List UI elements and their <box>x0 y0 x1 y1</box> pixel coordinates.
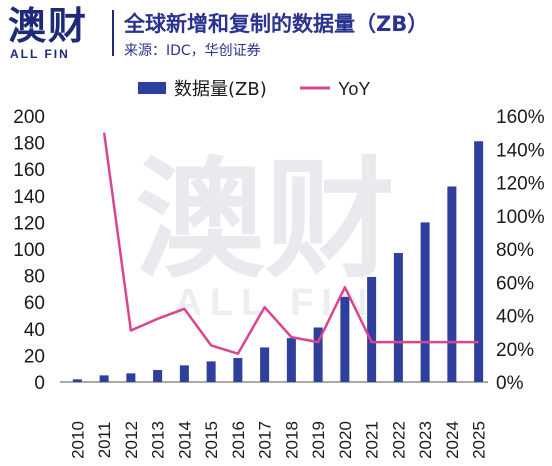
x-tick-label: 2020 <box>336 421 355 459</box>
x-tick-label: 2021 <box>363 421 382 459</box>
y-right-tick-label: 80% <box>496 240 534 261</box>
x-tick-label: 2025 <box>470 421 489 459</box>
bar <box>260 347 270 382</box>
x-tick-label: 2022 <box>389 421 408 459</box>
chart-title: 全球新增和复制的数据量（ZB） <box>124 12 429 36</box>
y-left-tick-label: 0 <box>34 373 45 394</box>
bar <box>233 358 243 382</box>
bar <box>286 338 296 382</box>
watermark-sub: ALL FIN <box>175 282 376 324</box>
y-left-tick-label: 80 <box>24 267 45 288</box>
y-left-tick-label: 100 <box>13 240 45 261</box>
y-left-tick-label: 140 <box>13 187 45 208</box>
bar <box>153 370 163 382</box>
x-tick-label: 2010 <box>68 421 87 459</box>
legend: 数据量(ZB) YoY <box>138 79 370 100</box>
bar <box>313 327 323 382</box>
line-series <box>102 132 479 355</box>
watermark: 澳财 ALL FIN <box>135 144 395 324</box>
bar <box>206 361 216 382</box>
watermark-main: 澳财 <box>135 144 395 296</box>
x-tick-label: 2018 <box>282 421 301 459</box>
bar <box>179 365 189 382</box>
x-axis-labels: 2010 2011 2012 2013 2014 2015 2016 2017 2018 2019… <box>68 421 488 459</box>
bar-series <box>72 141 484 382</box>
x-tick-label: 2013 <box>149 421 168 459</box>
x-tick-label: 2017 <box>256 421 275 459</box>
y-right-tick-label: 0% <box>496 373 524 394</box>
brand-name: 澳财 <box>8 4 89 48</box>
x-tick-label: 2012 <box>122 421 141 459</box>
bar <box>474 141 484 382</box>
legend-bar-swatch <box>138 82 166 94</box>
x-tick-label: 2014 <box>175 421 194 459</box>
x-tick-label: 2019 <box>309 421 328 459</box>
x-tick-label: 2011 <box>95 422 114 459</box>
bar <box>72 379 82 382</box>
y-right-tick-label: 60% <box>496 273 534 294</box>
y-left-tick-label: 60 <box>24 293 45 314</box>
y-right-tick-label: 100% <box>496 207 545 228</box>
bar <box>393 252 403 382</box>
x-tick-label: 2023 <box>416 421 435 459</box>
yoy-line <box>102 132 479 355</box>
y-right-tick-label: 120% <box>496 174 545 195</box>
y-right-tick-label: 140% <box>496 140 545 161</box>
x-tick-label: 2016 <box>229 421 248 459</box>
bar <box>99 375 109 382</box>
y-left-tick-label: 40 <box>24 320 45 341</box>
bar <box>447 186 457 382</box>
x-tick-label: 2024 <box>443 421 462 459</box>
bar <box>420 222 430 382</box>
y-right-tick-label: 20% <box>496 340 534 361</box>
y-left-tick-label: 160 <box>13 160 45 181</box>
legend-bar-label: 数据量(ZB) <box>174 79 267 100</box>
y-right-tick-label: 40% <box>496 307 534 328</box>
y-left-tick-label: 20 <box>24 346 45 367</box>
bar <box>367 276 377 382</box>
legend-line-label: YoY <box>338 79 370 99</box>
chart-source: 来源：IDC，华创证券 <box>124 43 261 59</box>
bar <box>340 296 350 382</box>
y-left-tick-label: 180 <box>13 134 45 155</box>
x-tick-label: 2015 <box>202 421 221 459</box>
brand-subtitle: ALL FIN <box>10 47 70 61</box>
bar <box>126 373 136 382</box>
y-left-tick-label: 120 <box>13 213 45 234</box>
brand-logo: 澳财 ALL FIN <box>8 4 118 64</box>
y-right-tick-label: 160% <box>496 107 545 128</box>
header-divider <box>112 10 114 56</box>
y-left-tick-label: 200 <box>13 107 45 128</box>
